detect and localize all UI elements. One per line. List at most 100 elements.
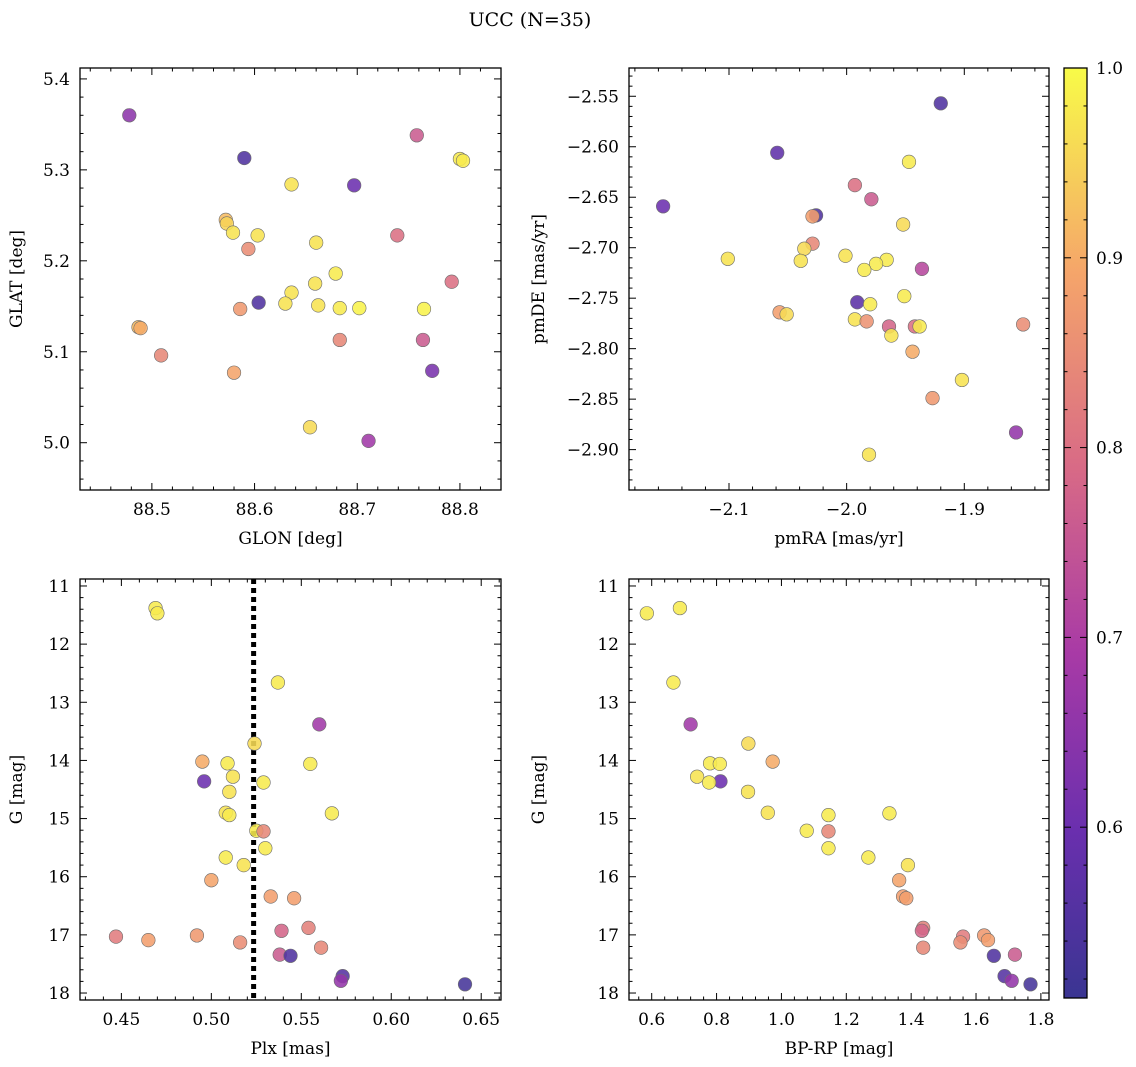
data-point [251,295,266,310]
data-point [805,209,820,224]
data-point [760,805,775,820]
data-point [720,251,735,266]
y-tick-label: 5.0 [43,434,70,454]
data-point [900,857,916,873]
y-tick-label: 13 [597,693,619,713]
y-tick-label: 15 [597,810,619,830]
y-tick-label: −2.80 [567,340,619,360]
data-point [308,276,323,291]
data-point [204,873,219,888]
y-tick-label: 11 [597,577,619,597]
figure-title: UCC (N=35) [469,9,592,31]
data-point [457,977,473,992]
colorbar-gradient [1063,67,1088,999]
data-point [882,806,897,821]
data-point [933,96,948,111]
data-point [859,314,874,329]
x-tick-label: 0.6 [638,1010,665,1030]
y-tick-label: 13 [48,693,70,713]
data-point [274,923,289,938]
x-axis-label: pmRA [mas/yr] [774,529,903,549]
data-point [303,756,318,772]
x-axis-label: BP-RP [mag] [785,1039,894,1059]
data-point [222,807,237,823]
data-point [409,128,424,143]
data-point [250,228,265,243]
data-point [313,940,329,955]
data-point [270,675,286,690]
data-point [226,365,242,380]
data-point [857,262,872,278]
data-point [821,841,836,856]
y-tick-label: 17 [597,926,619,946]
y-tick-label: 11 [48,577,70,597]
x-tick-label: −2.1 [708,500,749,520]
data-point [765,754,780,769]
y-tick-label: 14 [48,751,70,771]
y-axis-label: pmDE [mas/yr] [529,214,549,344]
data-point [108,929,124,944]
data-point [122,108,137,123]
data-point [283,948,298,963]
data-point [347,178,362,193]
data-point [352,301,367,316]
x-tick-label: 0.8 [703,1010,730,1030]
data-point [150,606,165,621]
y-tick-label: −2.60 [567,138,619,158]
data-point [861,850,876,865]
y-tick-label: 5.3 [43,161,70,181]
data-point [455,153,471,168]
data-point [741,736,756,751]
data-point [863,297,878,312]
data-point [779,307,794,322]
data-point [312,717,327,732]
axes-frame [79,578,502,1001]
scatter-panel-4: 0.6 0.8 1.0 1.2 1.4 1.6 1.8 11 12 13 14 15 16 17 18 BP-… [529,577,1054,1059]
y-axis-label: G [mag] [7,755,27,824]
data-point [838,248,853,263]
data-point [868,256,884,271]
colorbar-tick-label: 1.0 [1096,59,1123,79]
data-point [311,298,326,313]
axes-frame [628,578,1050,1001]
data-point [666,675,681,690]
data-point [901,154,917,169]
colorbar-tick-label: 0.9 [1096,249,1123,269]
y-tick-label: 18 [48,984,70,1004]
data-point [980,933,996,948]
x-tick-label: 0.60 [372,1010,410,1030]
data-point [1016,317,1031,332]
colorbar-tick-label: 0.6 [1096,818,1123,838]
colorbar: 0.6 0.7 0.8 0.9 1.0 [1063,59,1123,999]
data-point [847,178,862,193]
data-point [222,784,237,799]
y-axis-label: GLAT [deg] [7,230,27,328]
y-tick-label: 16 [48,868,70,888]
data-point [639,606,654,621]
data-point [141,933,156,948]
data-point [233,301,248,317]
data-point [195,754,210,769]
data-point [770,145,785,160]
data-point [301,920,316,935]
axes-frame [628,67,1050,491]
y-tick-label: 15 [48,810,70,830]
data-point [247,736,262,751]
data-point [263,889,278,904]
data-point [425,363,440,378]
x-tick-label: 88.8 [441,500,479,520]
data-point [233,935,248,950]
data-point [864,192,879,207]
data-point [821,824,836,839]
data-point [284,285,299,300]
data-point [415,332,431,348]
x-tick-label: 0.65 [462,1010,500,1030]
data-point [892,873,907,888]
data-point [656,199,671,214]
y-tick-label: 14 [597,751,619,771]
scatter-panel-1: 88.5 88.6 88.7 88.8 5.0 5.1 5.2 5.3 5.4 GLON [deg… [7,67,502,549]
data-point [278,296,293,311]
y-axis-label: G [mag] [529,755,549,824]
x-tick-label: 88.7 [338,500,376,520]
